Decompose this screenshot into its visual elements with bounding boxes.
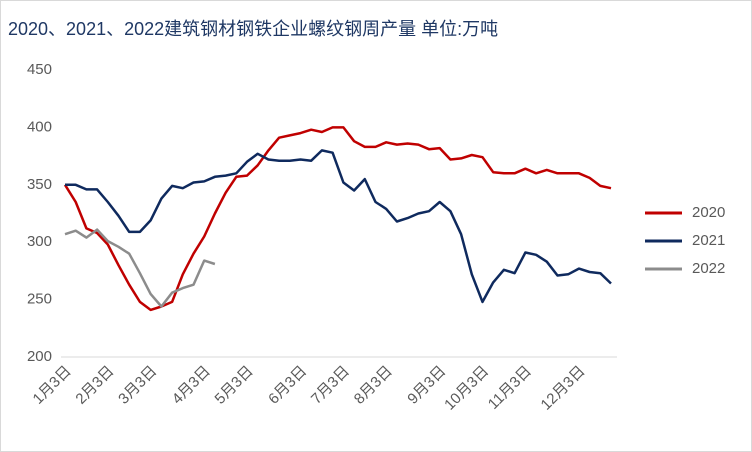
y-tick-label: 450 [27,61,52,78]
y-tick-label: 400 [27,118,52,135]
series-line [65,149,612,304]
legend-label: 2020 [692,204,725,221]
chart-title: 2020、2021、2022建筑钢材钢铁企业螺纹钢周产量 单位:万吨 [8,19,498,39]
legend-label: 2021 [692,232,725,249]
legend-label: 2022 [692,260,725,277]
y-tick-label: 350 [27,176,52,193]
series-line [64,228,216,308]
series-line [63,126,612,312]
y-tick-label: 200 [27,348,52,365]
y-tick-label: 250 [27,291,52,308]
y-tick-label: 300 [27,233,52,250]
